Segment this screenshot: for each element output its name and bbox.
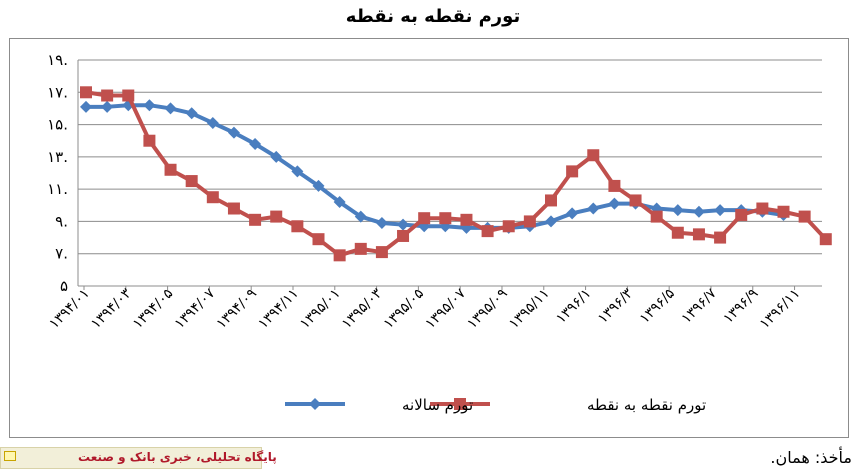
data-point-diamond <box>227 126 240 139</box>
x-tick-label: ۱۳۹۴/۰۵ <box>130 286 177 333</box>
legend-label: تورم نقطه به نقطه <box>587 396 706 414</box>
x-tick-label: ۱۳۹۶/۱ <box>553 286 594 327</box>
x-tick-label: ۱۳۹۴/۱۱ <box>255 286 302 333</box>
x-tick-label: ۱۳۹۵/۰۵ <box>381 286 428 333</box>
y-tick-label: ۹. <box>55 212 68 230</box>
x-tick-label: ۱۳۹۶/۷ <box>679 285 721 327</box>
data-point-square <box>460 213 473 226</box>
data-point-square <box>587 149 600 162</box>
data-point-square <box>650 210 663 223</box>
data-point-diamond <box>80 100 92 113</box>
footer-brand-band <box>0 447 262 469</box>
y-tick-label: ۱۱. <box>47 180 68 198</box>
legend-marker-square <box>454 398 466 410</box>
x-tick-label: ۱۳۹۴/۰۱ <box>46 286 93 333</box>
data-point-square <box>375 246 388 259</box>
x-tick-label: ۱۳۹۶/۱۱ <box>757 286 804 333</box>
data-point-diamond <box>333 196 346 209</box>
data-point-square <box>270 210 283 223</box>
data-point-square <box>439 212 452 225</box>
data-point-diamond <box>354 210 367 223</box>
data-point-square <box>101 89 114 102</box>
data-point-diamond <box>566 207 579 220</box>
data-point-diamond <box>291 165 304 178</box>
data-point-diamond <box>375 217 388 230</box>
data-point-square <box>777 205 790 218</box>
data-point-square <box>291 220 304 233</box>
data-point-square <box>481 225 494 238</box>
data-point-diamond <box>714 204 727 217</box>
data-point-diamond <box>692 205 705 218</box>
data-point-diamond <box>143 99 156 112</box>
data-point-square <box>714 231 727 244</box>
data-point-square <box>608 179 621 192</box>
data-point-square <box>692 228 705 241</box>
data-point-square <box>566 165 579 178</box>
chart-title: تورم نقطه به نقطه <box>345 6 521 27</box>
data-point-square <box>502 220 515 233</box>
data-point-square <box>397 229 410 242</box>
x-tick-label: ۱۳۹۵/۰۹ <box>464 286 511 333</box>
data-point-square <box>798 210 811 223</box>
data-point-square <box>354 242 367 255</box>
data-point-diamond <box>249 137 262 150</box>
x-tick-label: ۱۳۹۵/۰۱ <box>297 286 344 333</box>
x-tick-label: ۱۳۹۴/۰۳ <box>88 285 135 332</box>
data-point-diamond <box>101 100 114 113</box>
data-point-diamond <box>671 204 684 217</box>
legend-marker-diamond <box>309 398 321 410</box>
x-tick-label: ۱۳۹۴/۰۹ <box>213 286 260 333</box>
y-tick-label: ۵ <box>60 277 68 295</box>
x-tick-label: ۱۳۹۵/۱۱ <box>506 286 553 333</box>
data-point-diamond <box>587 202 600 215</box>
data-point-square <box>333 249 346 262</box>
chart-frame <box>9 38 849 438</box>
data-point-square <box>735 208 748 221</box>
y-tick-label: ۱۳. <box>47 148 68 166</box>
data-point-square <box>143 134 156 147</box>
data-point-square <box>629 194 642 207</box>
data-point-square <box>312 233 325 246</box>
data-point-diamond <box>545 215 557 228</box>
x-tick-label: ۱۳۹۶/۹ <box>720 286 761 327</box>
data-point-square <box>523 215 536 228</box>
data-point-diamond <box>270 150 283 163</box>
data-point-square <box>206 191 219 204</box>
data-point-diamond <box>185 107 198 120</box>
data-point-diamond <box>397 218 410 231</box>
data-point-square <box>418 212 431 225</box>
data-point-square <box>671 226 684 239</box>
data-point-square <box>819 233 832 246</box>
data-point-square <box>164 163 177 176</box>
x-tick-label: ۱۳۹۵/۰۳ <box>339 285 386 332</box>
data-point-square <box>122 89 135 102</box>
legend-label: تورم سالانه <box>402 396 473 414</box>
data-point-diamond <box>164 102 177 115</box>
data-point-diamond <box>312 179 325 192</box>
data-point-square <box>249 213 262 226</box>
data-point-square <box>227 202 240 215</box>
x-tick-label: ۱۳۹۵/۰۷ <box>422 285 469 332</box>
footer-brand-text: پایگاه تحلیلی، خبری بانک و صنعت <box>78 450 277 464</box>
x-tick-label: ۱۳۹۶/۳ <box>595 285 637 327</box>
x-tick-label: ۱۳۹۴/۰۷ <box>172 285 219 332</box>
data-point-diamond <box>608 197 621 210</box>
data-point-diamond <box>206 116 219 129</box>
y-tick-label: ۷. <box>55 245 68 263</box>
data-point-square <box>545 194 557 207</box>
y-tick-label: ۱۹. <box>47 51 68 69</box>
data-point-square <box>185 175 198 188</box>
y-tick-label: ۱۷. <box>47 83 68 101</box>
series-line-annual <box>86 103 784 230</box>
source-note: مأخذ: همان. <box>770 448 852 467</box>
data-point-square <box>80 86 92 99</box>
y-tick-label: ۱۵. <box>47 116 68 134</box>
data-point-square <box>756 202 769 215</box>
x-tick-label: ۱۳۹۶/۵ <box>637 286 678 327</box>
flag-icon <box>4 451 16 461</box>
